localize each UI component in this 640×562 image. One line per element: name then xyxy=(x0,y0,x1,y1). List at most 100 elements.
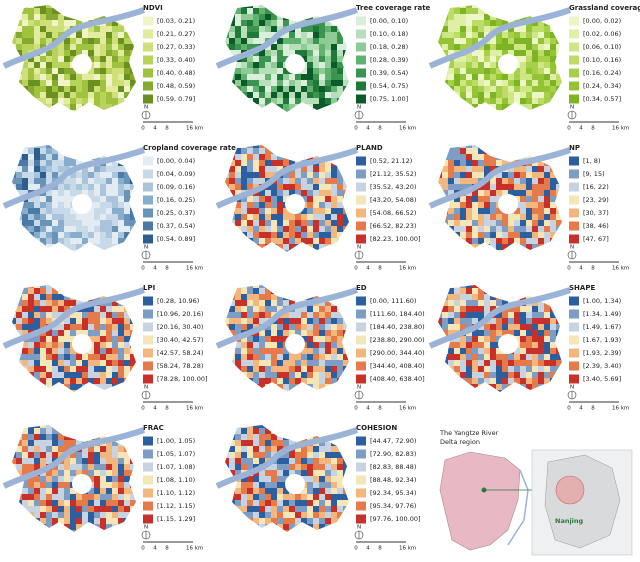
map-cell xyxy=(253,318,259,324)
map-cell xyxy=(52,172,58,178)
map-cell xyxy=(295,452,301,458)
legend-swatch xyxy=(569,234,579,244)
legend-swatch xyxy=(356,29,366,39)
map-cell xyxy=(283,226,289,232)
map-cell xyxy=(271,184,277,190)
map-cell xyxy=(76,98,82,104)
legend-swatch xyxy=(356,16,366,26)
map-cell xyxy=(526,354,532,360)
map-cell xyxy=(28,208,34,214)
map-cell xyxy=(289,32,295,38)
map-cell xyxy=(136,500,142,506)
map-cell xyxy=(106,44,112,50)
map-cell xyxy=(28,530,34,532)
map-cell xyxy=(64,80,70,86)
map-cell xyxy=(12,104,16,110)
map-cell xyxy=(22,14,28,20)
map-cell xyxy=(526,5,532,8)
map-cell xyxy=(265,452,271,458)
map-cell xyxy=(58,214,64,220)
map-cell xyxy=(247,354,253,360)
map-cell xyxy=(40,208,46,214)
map-cell xyxy=(259,354,265,360)
map-cell xyxy=(40,62,46,68)
map-cell xyxy=(556,214,562,220)
map-cell xyxy=(225,232,229,238)
map-cell xyxy=(22,250,28,252)
map-cell xyxy=(472,208,478,214)
map-cell xyxy=(70,294,76,300)
map-cell xyxy=(70,300,76,306)
map-cell xyxy=(478,86,484,92)
map-cell xyxy=(496,366,502,372)
map-cell xyxy=(448,148,454,154)
map-cell xyxy=(307,342,313,348)
map-cell xyxy=(526,336,532,342)
map-cell xyxy=(289,184,295,190)
map-cell xyxy=(556,336,562,342)
map-cell xyxy=(454,148,460,154)
map-cell xyxy=(343,26,349,32)
legend-label: [0.34, 0.57] xyxy=(583,95,621,103)
map-cell xyxy=(526,384,532,390)
map-cell xyxy=(538,8,544,14)
map-cell xyxy=(301,378,307,384)
map-cell xyxy=(472,160,478,166)
map-cell xyxy=(100,524,106,530)
map-cell xyxy=(442,104,448,110)
map-cell xyxy=(277,440,283,446)
map-cell xyxy=(430,360,436,366)
map-cell xyxy=(289,434,295,440)
map-cell xyxy=(40,378,46,384)
map-cell xyxy=(235,166,241,172)
map-cell xyxy=(313,184,319,190)
map-cell xyxy=(52,238,58,244)
map-cell xyxy=(343,166,349,172)
map-cell xyxy=(502,104,508,110)
map-cell xyxy=(112,512,118,518)
map-cell xyxy=(247,440,253,446)
map-cell xyxy=(265,342,271,348)
map-cell xyxy=(277,294,283,300)
map-cell xyxy=(34,172,40,178)
map-cell xyxy=(325,312,331,318)
map-cell xyxy=(496,238,502,244)
map-cell xyxy=(253,530,259,532)
map-cell xyxy=(28,26,34,32)
map-cell xyxy=(265,336,271,342)
map-cell xyxy=(136,250,142,256)
map-cell xyxy=(40,440,46,446)
map-cell xyxy=(325,330,331,336)
map-cell xyxy=(277,220,283,226)
map-cell xyxy=(343,330,349,336)
map-cell xyxy=(46,190,52,196)
map-cell xyxy=(58,20,64,26)
map-cell xyxy=(100,348,106,354)
map-cell xyxy=(538,145,544,148)
map-cell xyxy=(313,425,319,428)
map-cell xyxy=(307,530,313,532)
map-cell xyxy=(508,8,514,14)
map-cell xyxy=(337,300,343,306)
map-cell xyxy=(295,530,301,532)
map-cell xyxy=(538,26,544,32)
map-cell xyxy=(438,378,442,384)
map-cell xyxy=(478,154,484,160)
map-cell xyxy=(22,500,28,506)
map-cell xyxy=(22,145,28,148)
map-cell xyxy=(225,172,229,178)
map-cell xyxy=(343,354,349,360)
scale-label: 16 km xyxy=(612,266,629,272)
map-cell xyxy=(307,214,313,220)
map-cell xyxy=(289,226,295,232)
map-cell xyxy=(301,166,307,172)
map-cell xyxy=(100,238,106,244)
map-cell xyxy=(12,232,16,238)
map-cell xyxy=(40,196,46,202)
map-cell xyxy=(28,372,34,378)
map-cell xyxy=(16,506,22,512)
map-cell xyxy=(478,220,484,226)
map-cell xyxy=(514,56,520,62)
map-cell xyxy=(247,482,253,488)
map-cell xyxy=(124,32,130,38)
